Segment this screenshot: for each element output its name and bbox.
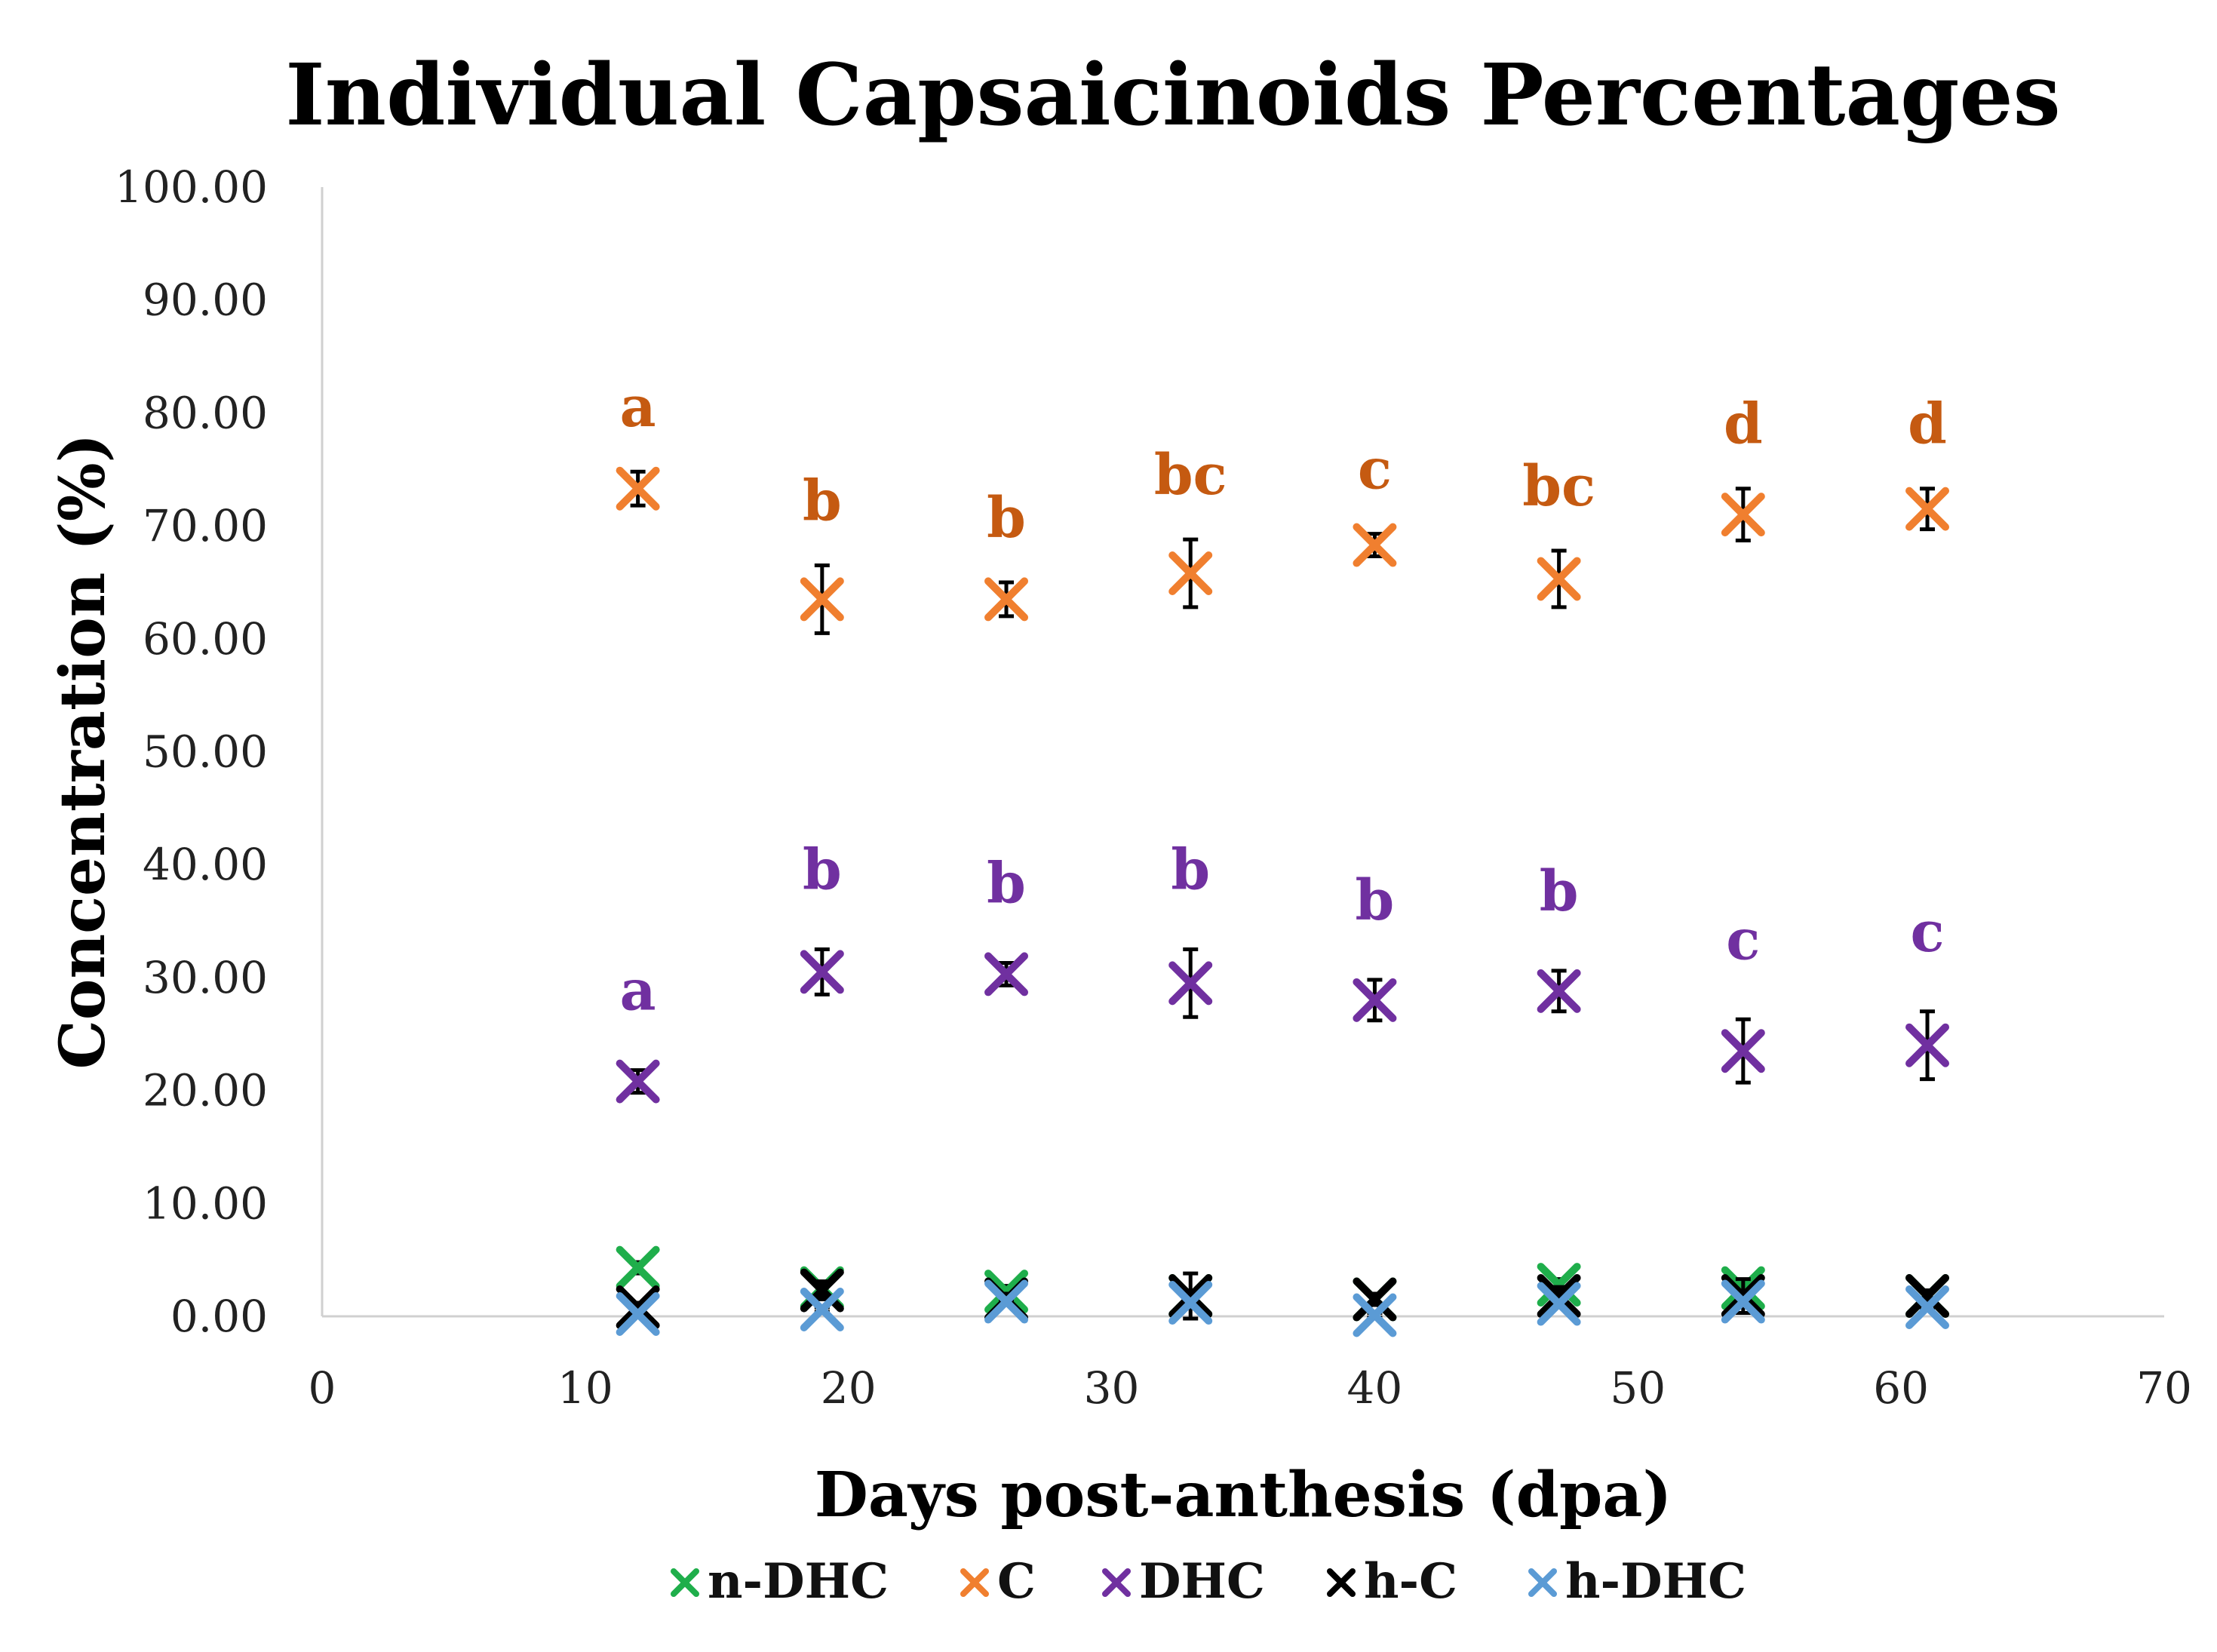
legend-marker [1528, 1568, 1557, 1597]
legend-marker [671, 1568, 699, 1597]
y-axis-ticks: 0.00 10.00 20.00 30.00 40.00 50.00 60.00 70.00 8… [115, 161, 268, 1342]
legend-marker [960, 1568, 989, 1597]
data-point [800, 577, 844, 622]
data-point [984, 952, 1029, 996]
legend-label: n-DHC [708, 1553, 889, 1610]
legend-item: C [960, 1553, 1036, 1610]
significance-letter: c [1358, 438, 1392, 502]
y-tick-label: 70.00 [143, 500, 268, 551]
data-point [1353, 978, 1397, 1022]
legend-marker [1102, 1568, 1131, 1597]
data-point [1168, 1281, 1213, 1325]
significance-letter: b [987, 851, 1026, 916]
x-tick-label: 10 [557, 1362, 613, 1414]
data-point [984, 1270, 1029, 1314]
data-point [1537, 557, 1581, 601]
data-point [1168, 551, 1213, 595]
data-point [1905, 1274, 1950, 1319]
legend: n-DHC C DHC h-C h-DHC [671, 1553, 1746, 1610]
legend-label: DHC [1139, 1553, 1265, 1610]
data-point [984, 577, 1029, 622]
significance-letter: bc [1522, 454, 1595, 519]
significance-letter: b [803, 837, 842, 902]
x-tick-label: 50 [1610, 1362, 1666, 1414]
data-point [1721, 1029, 1765, 1073]
y-tick-label: 20.00 [143, 1065, 268, 1116]
data-point [1721, 1279, 1765, 1324]
annotations-C: a b b bc c bc d d [620, 375, 1947, 551]
data-point [984, 1279, 1029, 1324]
significance-letter: b [1356, 868, 1395, 933]
data-point [1353, 523, 1397, 567]
data-point [1537, 1282, 1581, 1326]
data-point [1905, 1023, 1950, 1067]
legend-label: h-DHC [1565, 1553, 1746, 1610]
significance-labels: ab bbc c bcd dab b b b bc c [620, 375, 1947, 1023]
data-point [1721, 1274, 1765, 1319]
legend-label: C [997, 1553, 1036, 1610]
chart-title: Individual Capsaicinoids Percentages [285, 46, 2060, 145]
significance-letter: c [1726, 907, 1760, 972]
y-tick-label: 90.00 [143, 275, 268, 326]
legend-item: DHC [1102, 1553, 1265, 1610]
series-h-C [616, 1268, 1950, 1330]
data-point [1168, 1274, 1213, 1319]
data-point [1905, 487, 1950, 531]
data-point [616, 1285, 660, 1330]
data-point [616, 1292, 660, 1337]
x-tick-label: 30 [1084, 1362, 1140, 1414]
y-axis-title: Concentration (%) [47, 434, 119, 1070]
data-point [616, 466, 660, 511]
significance-letter: b [803, 468, 842, 533]
y-tick-label: 10.00 [143, 1178, 268, 1229]
series-h-DHC [616, 1279, 1950, 1337]
legend-item: h-C [1327, 1553, 1457, 1610]
data-point [800, 1268, 844, 1313]
x-tick-label: 60 [1873, 1362, 1929, 1414]
x-tick-label: 0 [309, 1362, 336, 1414]
significance-letter: c [1910, 900, 1944, 965]
y-tick-label: 30.00 [143, 952, 268, 1003]
x-tick-label: 20 [821, 1362, 877, 1414]
y-tick-label: 60.00 [143, 613, 268, 665]
data-point [1537, 969, 1581, 1013]
data-point [1168, 961, 1213, 1006]
y-tick-label: 40.00 [143, 839, 268, 890]
series-C [616, 466, 1950, 635]
significance-letter: a [620, 959, 656, 1024]
significance-letter: a [620, 375, 656, 440]
legend-label: h-C [1364, 1553, 1457, 1610]
y-tick-label: 100.00 [115, 161, 268, 213]
series-DHC [616, 947, 1950, 1104]
significance-letter: bc [1154, 443, 1227, 508]
significance-letter: b [987, 486, 1026, 551]
legend-item: h-DHC [1528, 1553, 1746, 1610]
y-tick-label: 0.00 [170, 1291, 268, 1342]
significance-letter: b [1540, 859, 1579, 924]
data-point [616, 1245, 660, 1290]
y-tick-label: 50.00 [143, 726, 268, 778]
data-point [1905, 1285, 1950, 1330]
significance-letter: d [1724, 392, 1763, 457]
data-point [1537, 1274, 1581, 1319]
data-point [1353, 1277, 1397, 1322]
x-tick-label: 70 [2136, 1362, 2192, 1414]
data-point [616, 1059, 660, 1104]
data-point [1721, 493, 1765, 537]
data-point [800, 1288, 844, 1332]
legend-marker [1327, 1568, 1356, 1597]
x-axis-ticks: 0 10 20 30 40 50 60 70 [309, 1362, 2192, 1414]
plot-area [616, 466, 1950, 1337]
data-point [800, 950, 844, 994]
significance-letter: d [1908, 392, 1947, 457]
data-point [1353, 1293, 1397, 1337]
significance-letter: b [1171, 837, 1210, 902]
legend-item: n-DHC [671, 1553, 889, 1610]
y-tick-label: 80.00 [143, 387, 268, 438]
x-tick-label: 40 [1347, 1362, 1403, 1414]
annotations-DHC: a b b b b b c c [620, 837, 1945, 1023]
x-axis-title: Days post-anthesis (dpa) [815, 1459, 1672, 1531]
